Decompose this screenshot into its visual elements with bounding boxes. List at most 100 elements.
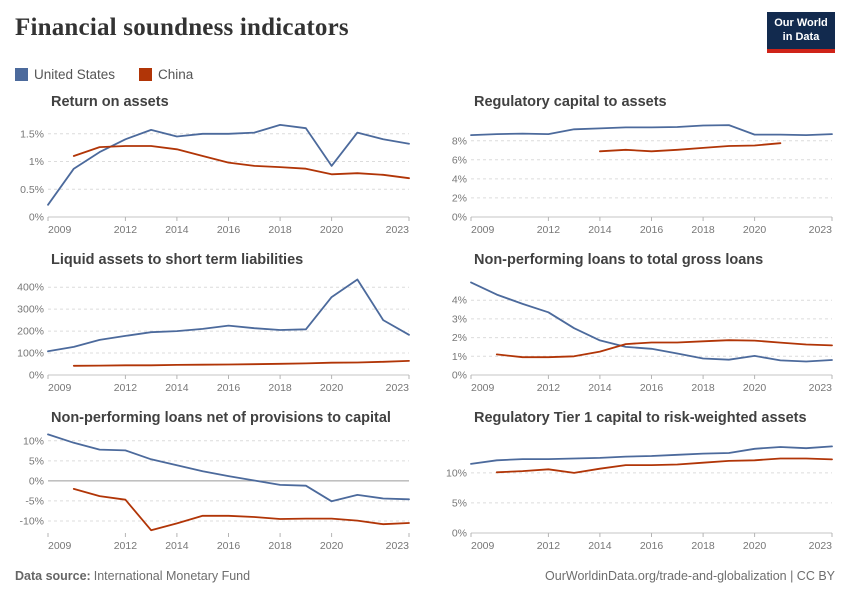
y-tick-label: 0% xyxy=(29,475,44,487)
y-tick-label: 2% xyxy=(452,332,467,344)
y-tick-label: 300% xyxy=(17,303,44,315)
attribution: OurWorldinData.org/trade-and-globalizati… xyxy=(545,568,835,583)
x-tick-label: 2016 xyxy=(217,224,241,236)
x-tick-label: 2014 xyxy=(165,540,189,552)
y-tick-label: 1% xyxy=(452,350,467,362)
x-tick-label: 2009 xyxy=(471,382,495,394)
chart-non-performing-loans-to-total-gross-loans: Non-performing loans to total gross loan… xyxy=(438,250,835,399)
y-tick-label: 2% xyxy=(452,192,467,204)
chart-title: Regulatory Tier 1 capital to risk-weight… xyxy=(474,409,807,426)
y-tick-label: 4% xyxy=(452,173,467,185)
legend-label: China xyxy=(158,66,194,82)
x-tick-label: 2012 xyxy=(537,224,561,236)
legend-item-united-states: United States xyxy=(15,67,115,82)
x-tick-label: 2023 xyxy=(809,382,833,394)
chart-canvas: 0% 2% 4% 6% 8% 2009 2012 2014 2016 2018 2020 2023 xyxy=(452,123,833,236)
y-tick-label: 0% xyxy=(29,211,44,223)
x-tick-label: 2009 xyxy=(471,540,495,552)
x-tick-label: 2018 xyxy=(691,224,715,236)
x-tick-label: 2020 xyxy=(320,382,344,394)
x-tick-label: 2012 xyxy=(114,540,138,552)
charts-grid: Return on assets 0% 0.5% 1% 1.5% 2009 2012 2014… xyxy=(15,92,835,557)
y-tick-label: 5% xyxy=(29,455,44,467)
data-source-label: Data source: xyxy=(15,568,91,583)
data-source-value: International Monetary Fund xyxy=(93,568,251,583)
series-line-china xyxy=(72,144,410,179)
x-tick-label: 2020 xyxy=(320,540,344,552)
x-tick-label: 2018 xyxy=(268,540,292,552)
y-tick-label: 10% xyxy=(23,435,44,447)
y-tick-label: 0% xyxy=(452,369,467,381)
series-line-china xyxy=(495,457,833,474)
page-footer: Data source: International Monetary Fund … xyxy=(15,569,835,583)
owid-logo: Our World in Data xyxy=(767,12,835,53)
x-tick-label: 2020 xyxy=(743,224,767,236)
x-tick-label: 2018 xyxy=(268,224,292,236)
x-tick-label: 2020 xyxy=(743,540,767,552)
legend-item-china: China xyxy=(139,67,193,82)
page-title: Financial soundness indicators xyxy=(15,14,349,41)
chart-canvas: -10% -5% 0% 5% 10% 2009 2012 2014 2016 2018 2020 20… xyxy=(19,433,410,552)
chart-canvas: 0% 1% 2% 3% 4% 2009 2012 2014 2016 2018 2020 2023 xyxy=(452,280,833,394)
series-line-united-states xyxy=(47,433,410,502)
x-tick-label: 2014 xyxy=(588,382,612,394)
chart-regulatory-capital-to-assets: Regulatory capital to assets 0% 2% 4% 6% 8% 20… xyxy=(438,92,835,241)
x-tick-label: 2023 xyxy=(386,382,410,394)
x-tick-label: 2014 xyxy=(588,224,612,236)
x-tick-label: 2023 xyxy=(386,540,410,552)
y-tick-label: 100% xyxy=(17,347,44,359)
chart-title: Liquid assets to short term liabilities xyxy=(51,251,304,268)
x-tick-label: 2018 xyxy=(691,382,715,394)
x-tick-label: 2012 xyxy=(114,382,138,394)
x-tick-label: 2018 xyxy=(691,540,715,552)
x-tick-label: 2012 xyxy=(537,382,561,394)
x-tick-label: 2016 xyxy=(640,382,664,394)
legend-label: United States xyxy=(34,66,116,82)
chart-canvas: 0% 100% 200% 300% 400% 2009 2012 2014 2016 2018 20… xyxy=(17,278,410,394)
y-tick-label: 200% xyxy=(17,325,44,337)
x-tick-label: 2009 xyxy=(48,382,72,394)
x-tick-label: 2009 xyxy=(48,540,72,552)
x-tick-label: 2012 xyxy=(114,224,138,236)
chart-canvas: 0% 0.5% 1% 1.5% 2009 2012 2014 2016 2018 2020 2023 xyxy=(20,123,410,236)
x-tick-label: 2023 xyxy=(386,224,410,236)
y-tick-label: 3% xyxy=(452,313,467,325)
chart-legend: United States China xyxy=(15,67,835,82)
series-line-united-states xyxy=(470,280,833,362)
logo-line-1: Our World xyxy=(774,17,828,29)
y-tick-label: 0% xyxy=(452,211,467,223)
chart-non-performing-loans-net-of-provisions-to-capital: Non-performing loans net of provisions t… xyxy=(15,408,412,557)
y-tick-label: 6% xyxy=(452,154,467,166)
series-line-china xyxy=(598,141,782,152)
chart-regulatory-tier-1-capital-to-risk-weighted-assets: Regulatory Tier 1 capital to risk-weight… xyxy=(438,408,835,557)
chart-return-on-assets: Return on assets 0% 0.5% 1% 1.5% 2009 2012 2014… xyxy=(15,92,412,241)
chart-title: Non-performing loans to total gross loan… xyxy=(474,251,764,268)
x-tick-label: 2023 xyxy=(809,224,833,236)
y-tick-label: 4% xyxy=(452,294,467,306)
legend-swatch-china xyxy=(139,67,153,81)
x-tick-label: 2014 xyxy=(165,382,189,394)
x-tick-label: 2016 xyxy=(217,540,241,552)
x-tick-label: 2014 xyxy=(165,224,189,236)
x-tick-label: 2012 xyxy=(537,540,561,552)
series-line-china xyxy=(495,338,833,358)
x-tick-label: 2009 xyxy=(48,224,72,236)
x-tick-label: 2020 xyxy=(743,382,767,394)
x-tick-label: 2009 xyxy=(471,224,495,236)
x-tick-label: 2014 xyxy=(588,540,612,552)
series-line-united-states xyxy=(47,278,410,352)
series-line-united-states xyxy=(47,123,410,206)
legend-swatch-united-states xyxy=(15,67,28,81)
x-tick-label: 2020 xyxy=(320,224,344,236)
series-line-china xyxy=(72,487,410,531)
x-tick-label: 2018 xyxy=(268,382,292,394)
y-tick-label: -5% xyxy=(25,495,44,507)
chart-liquid-assets-to-short-term-liabilities: Liquid assets to short term liabilities 0… xyxy=(15,250,412,399)
data-source: Data source: International Monetary Fund xyxy=(15,569,250,583)
y-tick-label: 0% xyxy=(29,369,44,381)
series-line-china xyxy=(72,359,410,367)
y-tick-label: 1.5% xyxy=(20,128,44,140)
x-tick-label: 2016 xyxy=(217,382,241,394)
y-tick-label: 10% xyxy=(446,467,467,479)
